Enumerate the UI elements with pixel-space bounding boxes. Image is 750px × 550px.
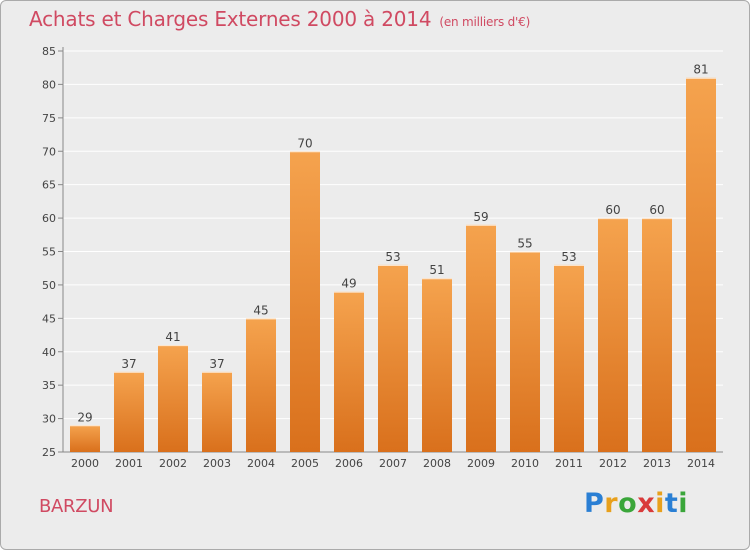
logo-letter: r bbox=[604, 488, 619, 519]
bar-2000 bbox=[70, 425, 100, 452]
logo-letter: o bbox=[618, 488, 638, 519]
logo-letter: i bbox=[678, 488, 689, 519]
y-tick-label: 50 bbox=[42, 279, 56, 292]
data-label: 37 bbox=[121, 357, 136, 371]
x-tick-label: 2001 bbox=[115, 457, 143, 470]
logo-letter: P bbox=[584, 488, 605, 519]
bar-2014 bbox=[686, 77, 716, 452]
y-tick-label: 25 bbox=[42, 446, 56, 459]
bar-2012 bbox=[598, 218, 628, 452]
axes: 25 30 35 40 45 50 55 60 65 70 75 80 85 2000 2001 2002 20… bbox=[42, 45, 723, 470]
logo-letter: t bbox=[664, 488, 679, 519]
bar-2005 bbox=[290, 151, 320, 452]
data-label: 60 bbox=[605, 203, 620, 217]
logo-letter: i bbox=[655, 488, 665, 519]
data-label: 45 bbox=[253, 303, 268, 317]
bar-2003 bbox=[202, 371, 232, 452]
data-label: 51 bbox=[429, 263, 444, 277]
y-tick-label: 85 bbox=[42, 45, 56, 58]
data-label: 81 bbox=[693, 63, 708, 77]
unit-note: (en milliers d'€) bbox=[439, 15, 531, 29]
data-labels: 29 37 41 37 45 70 49 53 51 59 55 53 60 60 81 bbox=[77, 63, 708, 425]
chart-title: Achats et Charges Externes 2000 à 2014 (e… bbox=[29, 7, 530, 31]
bar-2006 bbox=[334, 291, 364, 452]
y-tick-label: 60 bbox=[42, 212, 56, 225]
data-label: 53 bbox=[385, 250, 400, 264]
x-tick-label: 2003 bbox=[203, 457, 231, 470]
bar-2011 bbox=[554, 264, 584, 452]
data-label: 55 bbox=[517, 237, 532, 251]
x-tick-label: 2014 bbox=[687, 457, 715, 470]
data-label: 70 bbox=[297, 136, 312, 150]
place-name: BARZUN bbox=[39, 496, 114, 517]
data-label: 49 bbox=[341, 277, 356, 291]
logo-letter: x bbox=[637, 488, 656, 519]
proxiti-logo: Proxiti bbox=[584, 488, 688, 519]
bar-2001 bbox=[114, 371, 144, 452]
y-tick-label: 45 bbox=[42, 312, 56, 325]
data-label: 41 bbox=[165, 330, 180, 344]
bar-2009 bbox=[466, 224, 496, 452]
y-tick-label: 55 bbox=[42, 246, 56, 259]
y-tick-label: 30 bbox=[42, 413, 56, 426]
x-tick-label: 2010 bbox=[511, 457, 539, 470]
x-tick-label: 2013 bbox=[643, 457, 671, 470]
x-tick-label: 2011 bbox=[555, 457, 583, 470]
bar-2004 bbox=[246, 318, 276, 452]
x-tick-label: 2000 bbox=[71, 457, 99, 470]
y-tick-label: 80 bbox=[42, 78, 56, 91]
bar-2007 bbox=[378, 264, 408, 452]
y-tick-label: 70 bbox=[42, 145, 56, 158]
data-label: 60 bbox=[649, 203, 664, 217]
x-tick-label: 2007 bbox=[379, 457, 407, 470]
x-tick-label: 2012 bbox=[599, 457, 627, 470]
x-tick-label: 2009 bbox=[467, 457, 495, 470]
x-tick-label: 2008 bbox=[423, 457, 451, 470]
data-label: 29 bbox=[77, 410, 92, 424]
bar-2002 bbox=[158, 345, 188, 452]
y-tick-label: 40 bbox=[42, 346, 56, 359]
bar-2013 bbox=[642, 218, 672, 452]
x-tick-label: 2004 bbox=[247, 457, 275, 470]
y-tick-label: 65 bbox=[42, 179, 56, 192]
y-tick-label: 35 bbox=[42, 379, 56, 392]
data-label: 37 bbox=[209, 357, 224, 371]
bars bbox=[70, 77, 716, 452]
bar-2010 bbox=[510, 251, 540, 452]
data-label: 53 bbox=[561, 250, 576, 264]
x-tick-label: 2005 bbox=[291, 457, 319, 470]
x-tick-label: 2006 bbox=[335, 457, 363, 470]
bar-2008 bbox=[422, 278, 452, 452]
data-label: 59 bbox=[473, 210, 488, 224]
x-tick-label: 2002 bbox=[159, 457, 187, 470]
title-text: Achats et Charges Externes 2000 à 2014 bbox=[29, 7, 432, 31]
y-tick-label: 75 bbox=[42, 112, 56, 125]
